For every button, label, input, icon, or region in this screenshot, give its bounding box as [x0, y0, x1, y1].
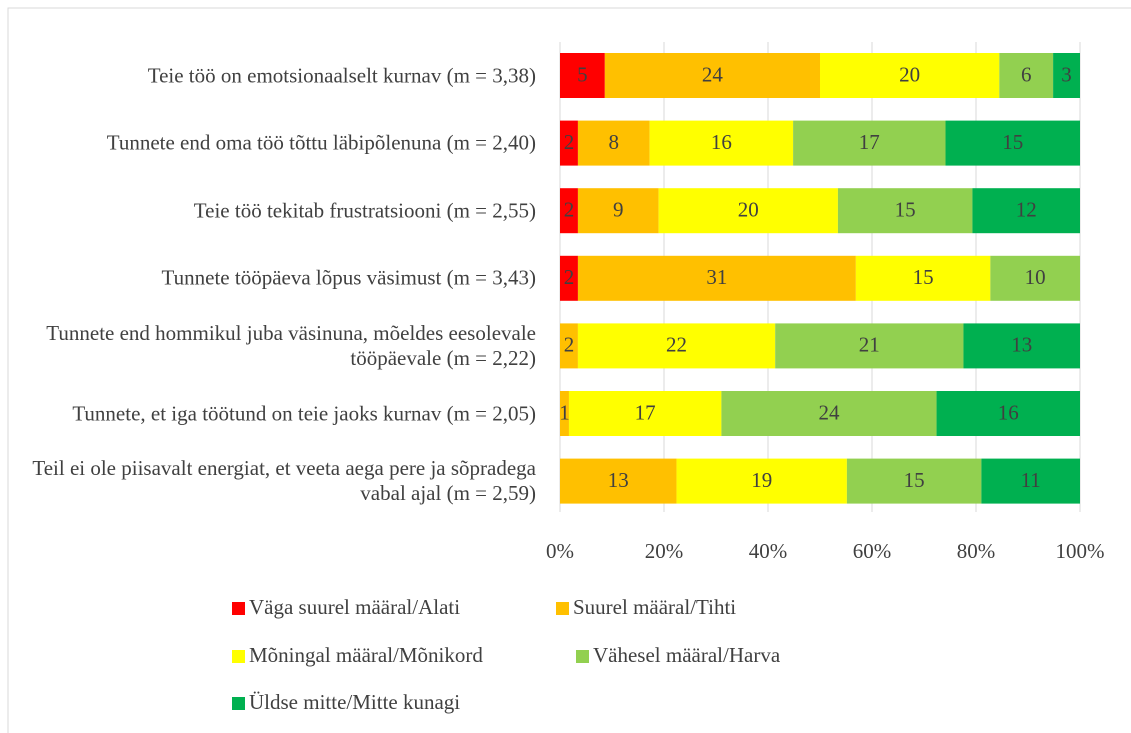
bar-segment: [676, 458, 847, 504]
bar-segment: [560, 188, 578, 234]
data-label: 17: [635, 400, 656, 424]
category-label: Teie töö tekitab frustratsiooni (m = 2,5…: [193, 198, 536, 223]
data-label: 17: [859, 130, 880, 154]
data-label: 2: [564, 265, 575, 289]
bar-segment: [721, 391, 937, 436]
category-label: Teie töö on emotsionaalselt kurnav (m = …: [147, 63, 536, 87]
legend-label: Üldse mitte/Mitte kunagi: [249, 690, 460, 714]
data-label: 13: [608, 468, 629, 492]
bar-segment: [560, 391, 569, 436]
legend-label: Väga suurel määral/Alati: [249, 595, 460, 619]
legend-swatch: [576, 650, 589, 663]
data-label: 12: [1016, 198, 1037, 222]
legend-label: Vähesel määral/Harva: [593, 643, 781, 667]
legend-swatch: [232, 697, 245, 710]
bar-segment: [560, 120, 578, 166]
data-label: 2: [564, 130, 575, 154]
bar-segment: [604, 53, 820, 98]
data-label: 1: [559, 400, 570, 424]
bar-segment: [577, 120, 650, 166]
data-label: 24: [818, 400, 840, 424]
x-tick-label: 100%: [1056, 539, 1105, 563]
bar-segment: [981, 458, 1080, 504]
data-label: 11: [1021, 468, 1041, 492]
legend-label: Mõningal määral/Mõnikord: [249, 643, 483, 667]
category-label: Tunnete, et iga töötund on teie jaoks ku…: [72, 401, 536, 425]
legend-swatch: [232, 650, 245, 663]
data-label: 6: [1021, 62, 1032, 86]
category-label: Tunnete tööpäeva lõpus väsimust (m = 3,4…: [161, 265, 536, 290]
data-label: 16: [711, 130, 732, 154]
data-label: 20: [899, 62, 920, 86]
data-label: 10: [1025, 265, 1046, 289]
x-tick-label: 40%: [749, 539, 788, 563]
bar-segment: [855, 255, 991, 301]
bar-segment: [820, 53, 1000, 98]
data-label: 21: [859, 333, 880, 357]
data-label: 13: [1011, 333, 1032, 357]
category-label: Tunnete end oma töö tõttu läbipõlenuna (…: [106, 130, 536, 155]
x-tick-label: 20%: [645, 539, 684, 563]
bar-segment: [577, 188, 659, 234]
data-label: 2: [564, 333, 575, 357]
data-label: 3: [1061, 62, 1072, 86]
data-label: 8: [609, 130, 620, 154]
data-label: 16: [998, 400, 1019, 424]
bar-segment: [560, 255, 578, 301]
x-tick-label: 60%: [853, 539, 892, 563]
legend-swatch: [556, 602, 569, 615]
bar-segment: [846, 458, 982, 504]
legend-swatch: [232, 602, 245, 615]
data-label: 22: [666, 333, 687, 357]
legend-label: Suurel määral/Tihti: [573, 595, 736, 619]
data-label: 5: [577, 62, 588, 86]
data-label: 15: [895, 198, 916, 222]
category-label: Teil ei ole piisavalt energiat, et veeta…: [32, 456, 536, 506]
bar-segment: [560, 458, 677, 504]
data-label: 15: [1002, 130, 1023, 154]
bar-segment: [990, 255, 1080, 301]
x-tick-label: 0%: [546, 539, 574, 563]
bar-segment: [577, 323, 776, 369]
bar-segment: [658, 188, 838, 234]
bar-segment: [649, 120, 794, 166]
bar-segment: [793, 120, 946, 166]
bar-segment: [972, 188, 1080, 234]
bar-segment: [945, 120, 1080, 166]
bar-segment: [560, 53, 605, 98]
chart-border: [7, 7, 1131, 733]
data-label: 19: [751, 468, 772, 492]
bar-segment: [560, 323, 578, 369]
bar-segment: [775, 323, 964, 369]
bar-segment: [999, 53, 1054, 98]
data-label: 24: [702, 62, 724, 86]
bar-segment: [936, 391, 1080, 436]
data-label: 20: [738, 198, 759, 222]
data-label: 9: [613, 198, 624, 222]
bar-segment: [837, 188, 973, 234]
data-label: 2: [564, 198, 575, 222]
bar-segment: [963, 323, 1080, 369]
x-tick-label: 80%: [957, 539, 996, 563]
data-label: 31: [706, 265, 727, 289]
data-label: 15: [913, 265, 934, 289]
data-label: 15: [904, 468, 925, 492]
category-label: Tunnete end hommikul juba väsinuna, mõel…: [46, 320, 536, 370]
bar-segment: [577, 255, 856, 301]
bar-segment: [568, 391, 722, 436]
bar-segment: [1053, 53, 1080, 98]
